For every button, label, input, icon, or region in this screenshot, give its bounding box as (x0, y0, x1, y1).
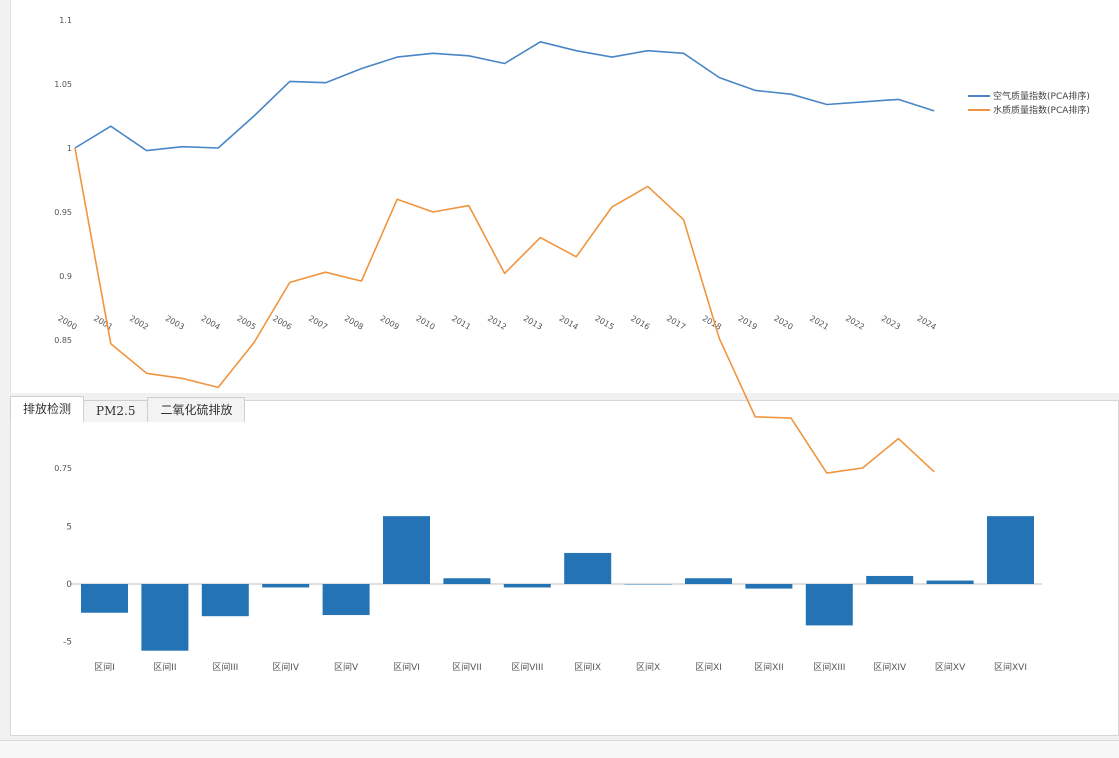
x-tick-label: 区间V (334, 661, 359, 673)
chart-tabs: 排放检测 PM2.5 二氧化硫排放 (10, 396, 246, 422)
y-tick-label: 0.75 (54, 464, 72, 473)
bar (987, 516, 1034, 584)
y-tick-label: 1.05 (54, 80, 72, 89)
bar (322, 584, 370, 616)
y-tick-label: -5 (63, 638, 72, 648)
x-tick-label: 区间XVI (994, 661, 1027, 673)
x-tick-label: 2010 (414, 314, 436, 332)
bar (503, 584, 551, 588)
x-tick-label: 2000 (56, 314, 78, 332)
legend-label-2: 水质质量指数(PCA排序) (993, 104, 1090, 116)
x-tick-label: 2001 (92, 314, 114, 332)
x-tick-label: 区间VII (452, 661, 481, 673)
x-tick-label: 2004 (200, 314, 222, 332)
bar (81, 584, 128, 613)
series-line-2 (74, 147, 935, 474)
x-tick-label: 2018 (701, 314, 723, 332)
bar (564, 552, 612, 584)
bar (201, 584, 249, 617)
legend-label-1: 空气质量指数(PCA排序) (993, 90, 1090, 102)
bar-chart: -5 0 5 区间I 区间II 区间III 区间IV 区间V 区间VI 区间VII 区间VIII 区间… (63, 516, 1042, 673)
y-tick-label: 5 (66, 523, 72, 533)
bar (926, 580, 974, 584)
x-tick-label: 2022 (844, 314, 866, 332)
y-tick-label: 0.9 (59, 272, 72, 281)
tab-pm25[interactable]: PM2.5 (83, 400, 149, 422)
x-tick-label: 2023 (880, 314, 902, 332)
x-tick-label: 区间IV (272, 661, 300, 673)
x-tick-label: 2002 (128, 314, 150, 332)
x-tick-label: 2006 (271, 314, 293, 332)
bar (745, 584, 793, 589)
line-chart-panel (10, 0, 1119, 393)
x-tick-label: 2020 (772, 314, 794, 332)
x-tick-label: 区间XI (695, 661, 722, 673)
y-tick-label: 1 (67, 144, 72, 153)
bar (383, 516, 430, 584)
y-tick-label: 0 (66, 580, 72, 590)
x-tick-label: 2014 (558, 314, 580, 332)
x-tick-label: 2012 (486, 314, 508, 332)
x-tick-label: 2009 (379, 314, 401, 332)
x-tick-label: 2017 (665, 314, 687, 332)
y-tick-label: 1.1 (59, 16, 72, 25)
x-tick-label: 区间IX (574, 661, 601, 673)
bar (805, 584, 853, 626)
x-tick-label: 2021 (808, 314, 830, 332)
x-tick-label: 区间XIV (873, 661, 907, 673)
x-tick-label: 区间VI (393, 661, 420, 673)
tab-so2-emission[interactable]: 二氧化硫排放 (147, 397, 246, 422)
x-tick-label: 区间VIII (511, 661, 543, 673)
x-tick-label: 区间X (636, 661, 660, 673)
x-tick-label: 2003 (164, 314, 186, 332)
x-tick-label: 2008 (343, 314, 365, 332)
x-tick-label: 2019 (737, 314, 759, 332)
x-tick-label: 2024 (916, 314, 938, 332)
series-line-1 (74, 40, 935, 152)
bar (141, 584, 189, 651)
x-tick-label: 区间XII (754, 661, 783, 673)
x-tick-label: 区间XV (935, 661, 966, 673)
x-tick-label: 区间III (212, 661, 238, 673)
x-tick-label: 2015 (593, 314, 615, 332)
footer-strip (0, 740, 1119, 758)
x-tick-label: 2005 (235, 314, 257, 332)
x-tick-label: 2013 (522, 314, 544, 332)
bar (262, 584, 310, 588)
bar (685, 578, 732, 584)
y-tick-label: 0.85 (54, 336, 72, 345)
bar (866, 575, 914, 584)
x-tick-label: 区间XIII (813, 661, 845, 673)
x-tick-label: 区间I (94, 661, 115, 673)
y-tick-label: 0.95 (54, 208, 72, 217)
bar (624, 584, 672, 585)
x-tick-label: 2007 (307, 314, 329, 332)
tab-emission-detection[interactable]: 排放检测 (10, 396, 85, 422)
bar (443, 578, 491, 584)
x-tick-label: 2016 (629, 314, 651, 332)
x-tick-label: 区间II (153, 661, 176, 673)
x-tick-label: 2011 (450, 314, 472, 332)
